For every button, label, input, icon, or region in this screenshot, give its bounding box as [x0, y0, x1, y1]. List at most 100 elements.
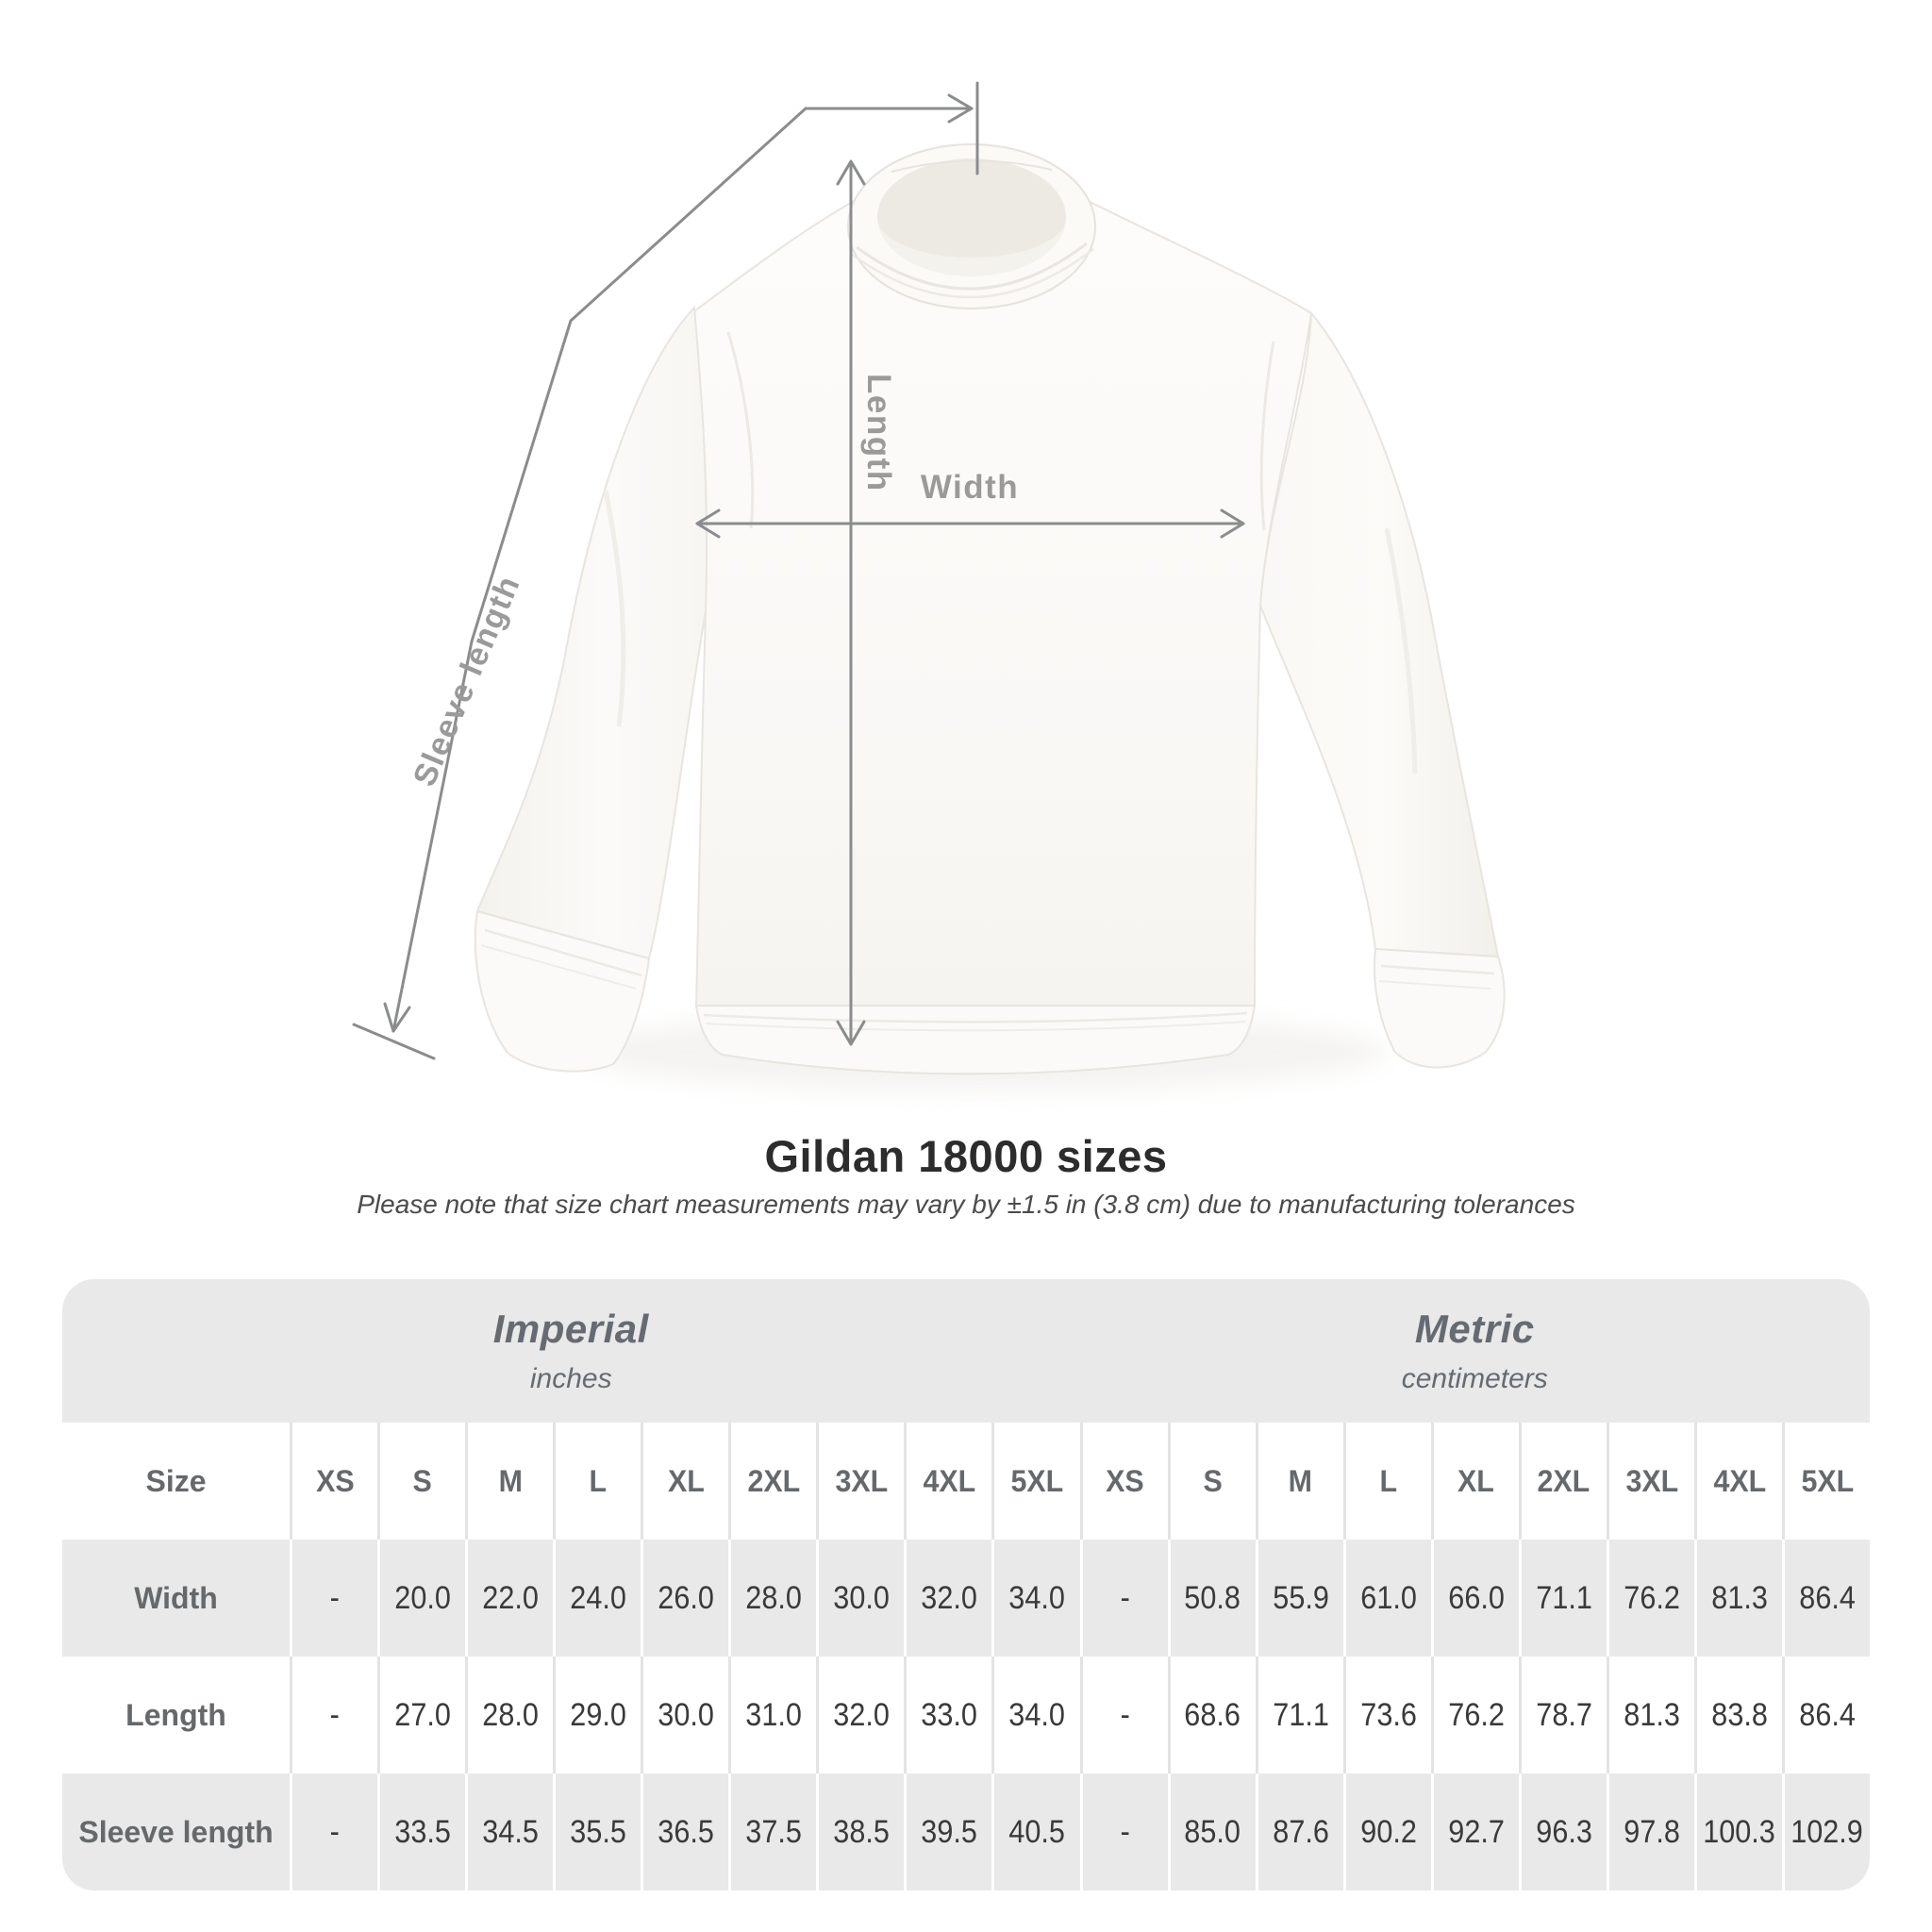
value-cell-imperial: 37.5	[728, 1774, 816, 1890]
value-cell-metric: 61.0	[1342, 1540, 1431, 1657]
size-header-imperial: M	[465, 1423, 553, 1540]
value-cell-imperial: -	[290, 1540, 377, 1657]
right-sleeve	[1258, 310, 1500, 958]
left-cuff-stitch	[484, 928, 642, 977]
size-header-metric: XL	[1430, 1423, 1519, 1540]
size-header-metric: 2XL	[1518, 1423, 1607, 1540]
row-label: Length	[125, 1697, 226, 1732]
value-cell-metric: 66.0	[1430, 1540, 1519, 1657]
size-header-imperial: L	[553, 1423, 641, 1540]
row-label: Width	[134, 1580, 218, 1615]
size-header-metric: 3XL	[1606, 1423, 1694, 1540]
size-header-imperial: 5XL	[991, 1423, 1079, 1540]
metric-title: Metric	[1414, 1307, 1535, 1351]
row-label: Sleeve length	[78, 1814, 274, 1849]
value-cell-metric: 92.7	[1430, 1774, 1519, 1890]
unit-system-band: Imperial inches Metric centimeters	[62, 1279, 1870, 1423]
value-cell-imperial: 28.0	[728, 1540, 816, 1657]
size-header-metric: M	[1255, 1423, 1343, 1540]
value-cell-metric: 50.8	[1167, 1540, 1256, 1657]
right-sleeve-fold	[1384, 527, 1418, 774]
value-cell-imperial: 34.5	[465, 1774, 553, 1890]
page-title: Gildan 18000 sizes	[764, 1131, 1168, 1181]
hem-band	[694, 1005, 1257, 1075]
measurement-row-sleeve-length: Sleeve length -33.5 34.5 35.5 36.5 37.5 38.5 39…	[62, 1774, 1870, 1890]
measurement-row-length: Length -27.0 28.0 29.0 30.0 31.0 32.0 33.0 34.0-…	[62, 1657, 1870, 1774]
size-header-row: Size XS S M L XL 2XL 3XL 4XL 5XL XS S M L XL 2XL 3XL 4XL 5…	[62, 1423, 1870, 1540]
right-shoulder-seam	[1259, 341, 1275, 531]
value-cell-metric: 76.2	[1430, 1657, 1519, 1774]
length-arrow	[836, 159, 866, 1046]
size-header-metric: XS	[1079, 1423, 1168, 1540]
right-cuff-stitch-2	[1378, 980, 1491, 990]
value-cell-imperial: 38.5	[816, 1774, 904, 1890]
metric-header: Metric centimeters	[1080, 1279, 1871, 1423]
value-cell-imperial: 32.0	[904, 1540, 991, 1657]
sweatshirt-diagram: Length Width Sleeve length	[352, 81, 1506, 1091]
value-cell-metric: 81.3	[1606, 1657, 1694, 1774]
value-cell-imperial: 32.0	[816, 1657, 904, 1774]
size-header-imperial: 3XL	[816, 1423, 904, 1540]
value-cell-imperial: 39.5	[904, 1774, 991, 1890]
value-cell-metric: 100.3	[1693, 1774, 1782, 1890]
value-cell-imperial: 20.0	[377, 1540, 465, 1657]
size-header-metric: 4XL	[1693, 1423, 1782, 1540]
value-cell-imperial: 29.0	[553, 1657, 641, 1774]
value-cell-metric: 102.9	[1781, 1774, 1870, 1890]
top-width-arrow	[804, 81, 979, 175]
value-cell-metric: 73.6	[1342, 1657, 1431, 1774]
size-header-imperial: 2XL	[728, 1423, 816, 1540]
value-cell-imperial: 33.0	[904, 1657, 991, 1774]
sleeve-length-label: Sleeve length	[407, 570, 527, 791]
value-cell-metric: 85.0	[1167, 1774, 1256, 1890]
right-cuff	[1373, 947, 1506, 1069]
value-cell-metric: 96.3	[1518, 1774, 1607, 1890]
value-cell-imperial: -	[290, 1774, 377, 1890]
value-cell-imperial: 22.0	[465, 1540, 553, 1657]
tolerance-note: Please note that size chart measurements…	[357, 1190, 1575, 1219]
size-header-imperial: 4XL	[904, 1423, 991, 1540]
imperial-header: Imperial inches	[62, 1279, 1080, 1423]
value-cell-metric: 86.4	[1781, 1540, 1870, 1657]
left-shoulder-seam	[726, 331, 755, 529]
length-label: Length	[860, 374, 897, 492]
size-table: Imperial inches Metric centimeters Size X…	[62, 1279, 1870, 1890]
size-header-metric: S	[1167, 1423, 1256, 1540]
size-table-grid: Size XS S M L XL 2XL 3XL 4XL 5XL XS S M L XL 2XL 3XL 4XL 5…	[62, 1423, 1870, 1890]
value-cell-metric: 68.6	[1167, 1657, 1256, 1774]
value-cell-imperial: 36.5	[641, 1774, 728, 1890]
value-cell-imperial: 31.0	[728, 1657, 816, 1774]
sleeve-length-arrow	[352, 107, 808, 1060]
sweatshirt-illustration	[474, 143, 1506, 1091]
value-cell-metric: -	[1079, 1540, 1168, 1657]
value-cell-metric: 71.1	[1518, 1540, 1607, 1657]
width-arrow	[695, 508, 1245, 539]
left-cuff	[474, 909, 651, 1073]
size-header-imperial: S	[377, 1423, 465, 1540]
value-cell-metric: 86.4	[1781, 1657, 1870, 1774]
size-header-metric: 5XL	[1781, 1423, 1870, 1540]
value-cell-metric: 76.2	[1606, 1540, 1694, 1657]
value-cell-metric: 78.7	[1518, 1657, 1607, 1774]
value-cell-imperial: 27.0	[377, 1657, 465, 1774]
size-header-metric: L	[1342, 1423, 1431, 1540]
value-cell-metric: 55.9	[1255, 1540, 1343, 1657]
value-cell-imperial: 33.5	[377, 1774, 465, 1890]
left-cuff-stitch-2	[480, 944, 637, 990]
left-sleeve-fold	[603, 490, 626, 727]
imperial-subtitle: inches	[529, 1363, 612, 1394]
value-cell-imperial: 34.0	[991, 1540, 1079, 1657]
value-cell-metric: 71.1	[1255, 1657, 1343, 1774]
value-cell-metric: 87.6	[1255, 1774, 1343, 1890]
hem-stitch-2	[705, 1021, 1246, 1032]
value-cell-metric: 81.3	[1693, 1540, 1782, 1657]
size-header-imperial: XS	[290, 1423, 377, 1540]
value-cell-imperial: -	[290, 1657, 377, 1774]
value-cell-metric: -	[1079, 1657, 1168, 1774]
size-column-header: Size	[145, 1463, 207, 1498]
value-cell-imperial: 28.0	[465, 1657, 553, 1774]
value-cell-metric: 97.8	[1606, 1774, 1694, 1890]
collar	[847, 143, 1096, 309]
value-cell-imperial: 40.5	[991, 1774, 1079, 1890]
